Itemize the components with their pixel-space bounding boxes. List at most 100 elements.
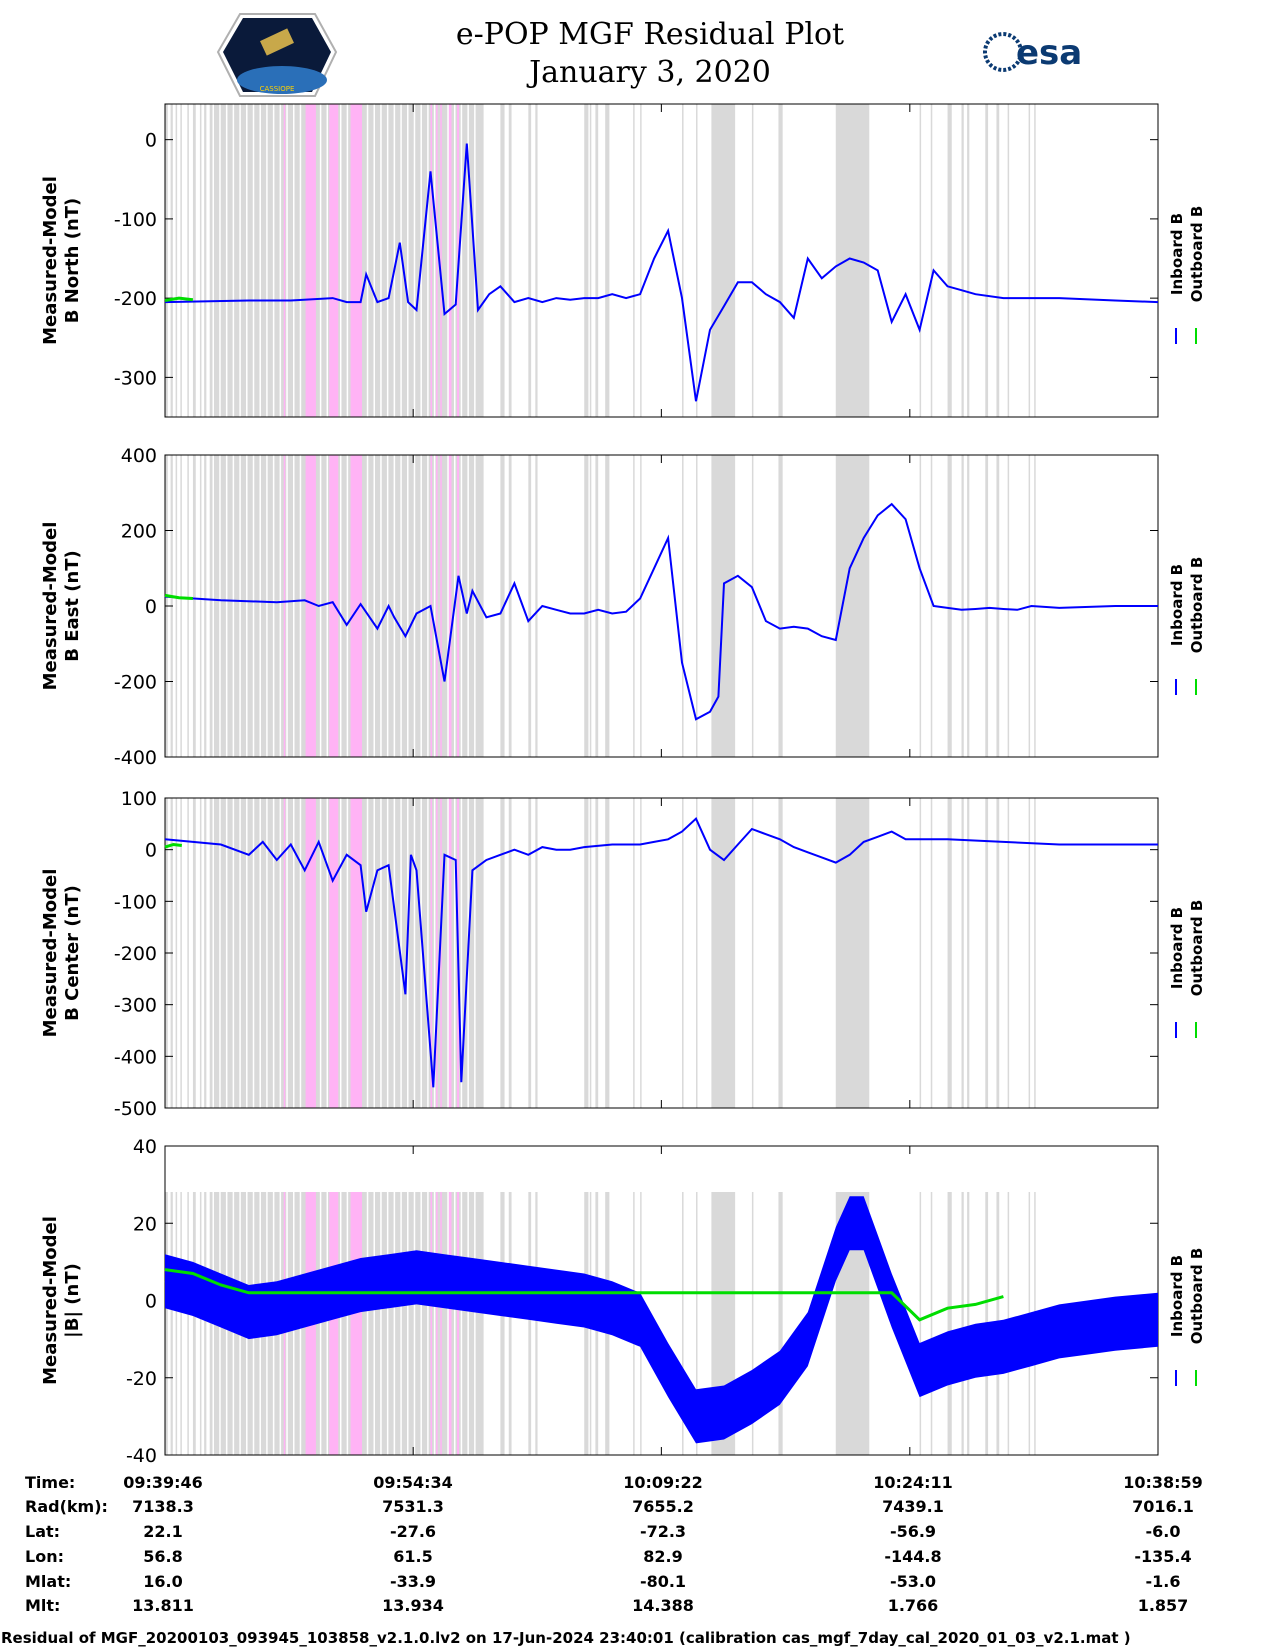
- shade-pink-2: [329, 455, 339, 757]
- shade-gray-25: [919, 798, 922, 1108]
- ytick-label-0: 100: [121, 788, 157, 810]
- shade-gray-15: [595, 455, 599, 757]
- shade-gray-21: [711, 798, 736, 1108]
- shade-gray-20: [696, 455, 698, 757]
- ephem-cell-1-5: 13.934: [382, 1596, 444, 1615]
- ephem-cell-4-2: -6.0: [1146, 1522, 1181, 1541]
- shade-gray-26: [930, 1192, 933, 1455]
- shade-gap-24: [373, 798, 375, 1108]
- legend-label-inboard: Inboard B: [1168, 907, 1186, 989]
- shade-gray-9: [500, 1192, 505, 1455]
- shade-gap-0: [212, 798, 215, 1108]
- shade-pink-1: [305, 455, 316, 757]
- shade-gray-25: [919, 455, 922, 757]
- shade-gray-23: [778, 104, 783, 417]
- shade-gap-32: [427, 104, 429, 417]
- ephem-label-rad: Rad(km):: [25, 1497, 108, 1516]
- shade-gray-4: [187, 455, 189, 757]
- shade-gap-26: [386, 798, 389, 1108]
- shade-gap-13: [299, 104, 302, 417]
- ephem-label-lon: Lon:: [25, 1547, 64, 1566]
- shade-gap-17: [326, 1192, 329, 1455]
- shade-pink-3: [350, 1192, 363, 1455]
- shade-gray-5: [192, 1192, 196, 1455]
- shade-gray-31: [996, 104, 1000, 417]
- panel-b-center: 100 0 -100 -200 -300 -400 -500 Measured-Model B …: [40, 788, 1206, 1120]
- shade-gray-2: [175, 455, 178, 757]
- ylabel-b-total-line2: |B| (nT): [62, 1263, 83, 1338]
- shade-gray-4: [187, 104, 189, 417]
- shade-gap-35: [447, 104, 449, 417]
- shade-gray-12: [535, 455, 538, 757]
- shade-gray-33: [1028, 798, 1031, 1108]
- shade-gap-2: [225, 798, 228, 1108]
- shade-gap-16: [319, 104, 322, 417]
- shade-gap-23: [366, 455, 369, 757]
- ylabel-b-east-line1: Measured-Model: [40, 522, 61, 691]
- shade-gap-23: [366, 104, 369, 417]
- shade-gray-7: [204, 798, 207, 1108]
- shade-gray-10: [508, 104, 512, 417]
- shade-gray-19: [682, 798, 684, 1108]
- ytick-label-3: -300: [114, 367, 157, 389]
- shade-gap-19: [339, 1192, 342, 1455]
- ephem-cell-4-4: -1.6: [1146, 1572, 1181, 1591]
- ephem-cell-3-2: -56.9: [890, 1522, 936, 1541]
- shade-gap-25: [380, 455, 382, 757]
- panel-b-north: 0 -100 -200 -300 Measured-Model B North (nT) I…: [40, 103, 1206, 418]
- shade-gap-11: [286, 798, 288, 1108]
- series-line-b-north-outboard: [164, 296, 194, 302]
- ephem-cell-1-1: 7531.3: [382, 1497, 444, 1516]
- shade-gap-30: [413, 1192, 416, 1455]
- panel-b-total: 40 20 0 -20 -40 Measured-Model |B| (nT) Inboard…: [40, 1136, 1206, 1467]
- shade-gray-22: [751, 1192, 754, 1455]
- shade-gray-23: [778, 798, 783, 1108]
- shade-gap-38: [467, 104, 469, 417]
- shade-gap-10: [279, 104, 282, 417]
- ylabel-b-east-line2: B East (nT): [62, 550, 83, 662]
- shade-gray-6: [199, 104, 202, 417]
- shade-gray-12: [535, 1192, 538, 1455]
- esa-logo-text: esa: [1016, 33, 1082, 73]
- shade-gap-20: [346, 1192, 349, 1455]
- shade-gap-9: [272, 455, 275, 757]
- shade-gap-29: [407, 1192, 409, 1455]
- shade-gap-32: [427, 798, 429, 1108]
- shade-gap-25: [380, 1192, 382, 1455]
- shade-gray-3: [180, 104, 182, 417]
- shade-gray-18: [640, 455, 642, 757]
- shade-gap-31: [420, 455, 422, 757]
- series-line-b-north-inboard: [164, 143, 1159, 402]
- shade-gap-27: [393, 104, 396, 417]
- ephem-cell-0-0: 09:39:46: [123, 1473, 203, 1492]
- shade-gray-6: [199, 1192, 202, 1455]
- legend-label-inboard: Inboard B: [1168, 1255, 1186, 1337]
- shade-gap-23: [366, 798, 369, 1108]
- shade-gap-20: [346, 798, 349, 1108]
- ytick-label-2: -200: [114, 288, 157, 310]
- shade-gray-20: [696, 104, 698, 417]
- shade-gap-4: [239, 798, 241, 1108]
- shade-gap-28: [400, 798, 402, 1108]
- shade-gap-36: [453, 104, 456, 417]
- shade-pink-2: [329, 798, 339, 1108]
- shade-gray-30: [985, 455, 989, 757]
- ytick-label-4: -300: [114, 995, 157, 1017]
- shade-gap-5: [246, 455, 248, 757]
- shade-gap-25: [380, 104, 382, 417]
- ephem-label-lat: Lat:: [25, 1522, 60, 1541]
- shade-gap-39: [474, 1192, 476, 1455]
- shade-pink-2: [329, 104, 339, 417]
- shade-gap-35: [447, 1192, 449, 1455]
- shade-gray-13: [584, 104, 589, 417]
- ephem-cell-0-3: 56.8: [143, 1547, 182, 1566]
- ephem-cell-2-2: -72.3: [640, 1522, 686, 1541]
- ytick-label-0: 0: [145, 130, 157, 152]
- shade-gray-29: [967, 798, 970, 1108]
- ytick-label-1: 200: [121, 521, 157, 543]
- shade-gray-28: [961, 798, 964, 1108]
- shade-pink-7: [448, 1192, 452, 1455]
- shade-gray-0: [165, 104, 168, 417]
- ephem-cell-2-0: 10:09:22: [623, 1473, 703, 1492]
